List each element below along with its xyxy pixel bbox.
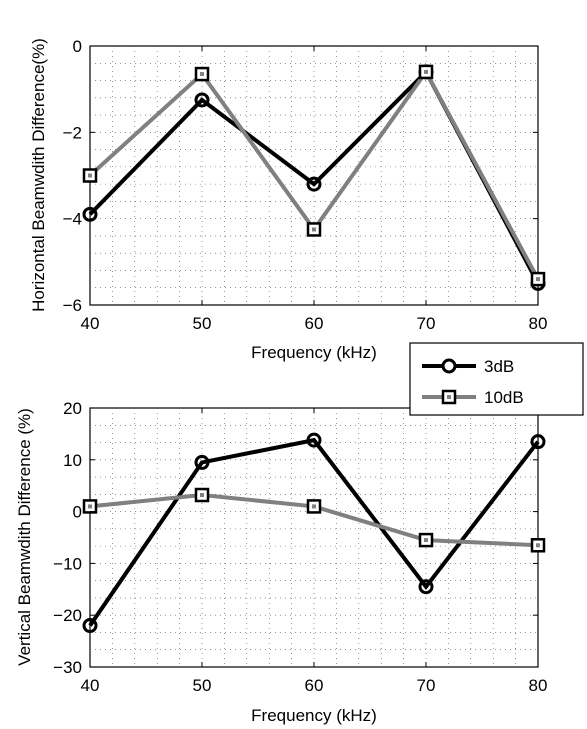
legend-label-3db: 3dB — [484, 357, 514, 376]
data-point-fill-10db — [88, 173, 92, 178]
legend-label-10db: 10dB — [484, 388, 524, 407]
x-tick-label: 80 — [529, 314, 548, 333]
data-point-3db — [194, 454, 210, 470]
top-x-axis-label: Frequency (kHz) — [251, 343, 377, 362]
x-tick-label: 40 — [81, 314, 100, 333]
data-point-3db — [82, 618, 98, 634]
data-point-3db — [530, 434, 546, 450]
legend-box — [409, 342, 584, 416]
x-tick-label: 50 — [193, 676, 212, 695]
bottom-plot-ticks: 40 50 60 70 80 20 10 0 −10 −20 −30 — [53, 399, 547, 695]
top-plot-grid — [90, 46, 538, 305]
series-line-3db — [88, 437, 540, 627]
bottom-plot-series — [82, 432, 546, 634]
data-point-fill-10db — [424, 69, 428, 74]
y-tick-label: −4 — [63, 210, 82, 229]
y-tick-label: 10 — [63, 451, 82, 470]
y-tick-label: 0 — [73, 37, 82, 56]
x-tick-label: 40 — [81, 676, 100, 695]
bottom-x-axis-label: Frequency (kHz) — [251, 706, 377, 725]
top-plot: 40 50 60 70 80 0 −2 −4 −6 Frequency (kHz) Horizo… — [29, 37, 547, 362]
data-point-fill-10db — [200, 72, 204, 77]
top-plot-series — [82, 64, 546, 291]
data-point-3db — [194, 92, 210, 108]
top-plot-ticks: 40 50 60 70 80 0 −2 −4 −6 — [63, 37, 548, 333]
legend-marker-3db — [441, 358, 457, 374]
legend: 3dB 10dB — [409, 342, 584, 416]
data-point-fill-10db — [424, 538, 428, 543]
legend-marker-10db-fill — [447, 395, 451, 399]
data-point-3db — [306, 432, 322, 448]
data-point-fill-10db — [200, 493, 204, 498]
x-tick-label: 60 — [305, 314, 324, 333]
y-tick-label: −20 — [53, 606, 82, 625]
data-point-3db — [82, 206, 98, 222]
bottom-y-axis-label: Vertical Beamwdith Difference (%) — [15, 408, 34, 666]
data-point-fill-10db — [536, 543, 540, 548]
x-tick-label: 70 — [417, 314, 436, 333]
x-tick-label: 80 — [529, 676, 548, 695]
data-point-fill-10db — [312, 227, 316, 232]
data-point-3db — [306, 176, 322, 192]
y-tick-label: −6 — [63, 296, 82, 315]
x-tick-label: 70 — [417, 676, 436, 695]
y-tick-label: −30 — [53, 658, 82, 677]
data-point-fill-10db — [536, 277, 540, 282]
bottom-plot-grid — [90, 408, 538, 667]
top-y-axis-label: Horizontal Beamwdith Difference(%) — [29, 38, 48, 312]
y-tick-label: −10 — [53, 554, 82, 573]
data-point-fill-10db — [312, 504, 316, 509]
data-point-3db — [418, 579, 434, 595]
y-tick-label: 0 — [73, 503, 82, 522]
x-tick-label: 60 — [305, 676, 324, 695]
x-tick-label: 50 — [193, 314, 212, 333]
y-tick-label: 20 — [63, 399, 82, 418]
bottom-plot: 40 50 60 70 80 20 10 0 −10 −20 −30 Frequency (kHz)… — [15, 399, 547, 725]
y-tick-label: −2 — [63, 123, 82, 142]
data-point-fill-10db — [88, 504, 92, 509]
